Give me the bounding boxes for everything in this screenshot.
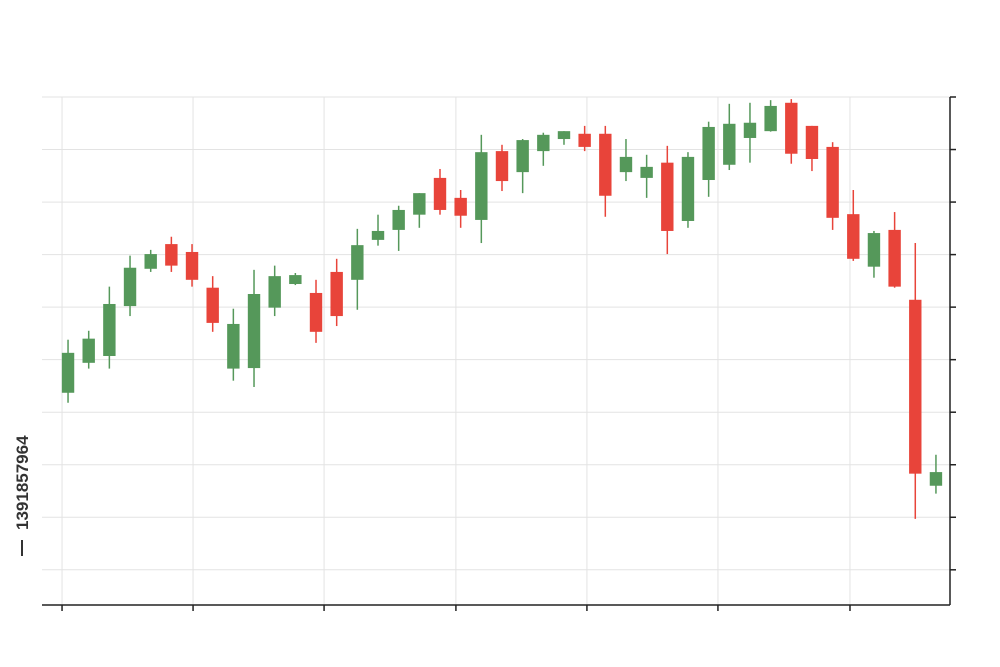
candle-body <box>867 233 881 267</box>
candle-body <box>123 267 137 307</box>
candle-body <box>413 193 426 215</box>
candle-body <box>640 166 653 178</box>
candle-body <box>826 146 839 218</box>
candle-body <box>309 292 323 332</box>
candle-body <box>537 134 550 152</box>
candle-body <box>82 338 95 363</box>
image-id: 1391857964 <box>13 435 32 530</box>
candle-body <box>723 123 736 165</box>
candle-body <box>330 271 343 317</box>
candle-body <box>454 197 467 216</box>
candle-body <box>206 287 219 323</box>
candle-body <box>909 299 922 474</box>
candle-body <box>929 472 943 486</box>
candle-body <box>619 156 633 173</box>
candle-body <box>599 133 612 196</box>
candle-body <box>103 303 116 356</box>
candle-body <box>185 251 199 280</box>
candle-body <box>433 177 447 210</box>
candle-body <box>268 276 281 308</box>
candle-body <box>475 152 488 220</box>
candle-body <box>165 244 178 266</box>
candle-body <box>289 275 302 285</box>
candle-body <box>247 294 261 369</box>
candle-body <box>144 254 157 269</box>
candle-body <box>495 151 509 182</box>
candle-body <box>227 323 240 369</box>
candle-body <box>557 131 571 140</box>
candle-body <box>743 122 757 138</box>
candle-body <box>888 229 901 287</box>
candle-body <box>847 214 860 259</box>
candle-body <box>371 230 385 240</box>
candle-body <box>764 105 777 132</box>
candle-body <box>661 162 674 231</box>
candle-body <box>785 102 798 154</box>
candle-body <box>516 140 529 173</box>
candle-body <box>351 245 364 280</box>
candle-body <box>392 209 405 230</box>
candle-body <box>578 133 591 147</box>
candle-body <box>805 125 819 159</box>
candle-body <box>61 352 75 393</box>
candle-body <box>681 156 695 221</box>
candle-body <box>702 126 715 181</box>
